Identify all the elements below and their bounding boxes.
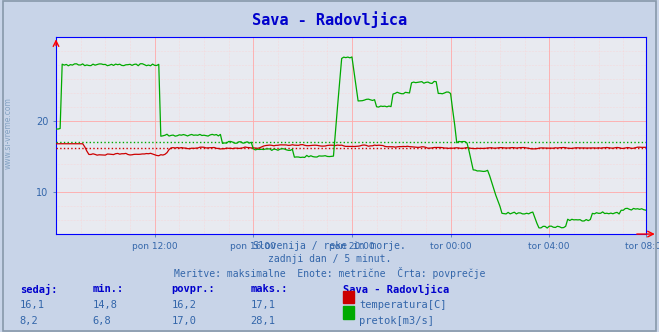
Text: 17,0: 17,0 xyxy=(171,316,196,326)
Text: sedaj:: sedaj: xyxy=(20,284,57,295)
Text: temperatura[C]: temperatura[C] xyxy=(359,300,447,310)
Text: Meritve: maksimalne  Enote: metrične  Črta: povprečje: Meritve: maksimalne Enote: metrične Črta… xyxy=(174,267,485,279)
Text: Sava - Radovljica: Sava - Radovljica xyxy=(252,12,407,29)
Text: 16,2: 16,2 xyxy=(171,300,196,310)
Text: 17,1: 17,1 xyxy=(250,300,275,310)
Text: povpr.:: povpr.: xyxy=(171,284,215,294)
Text: Sava - Radovljica: Sava - Radovljica xyxy=(343,284,449,295)
Text: min.:: min.: xyxy=(92,284,123,294)
Text: pretok[m3/s]: pretok[m3/s] xyxy=(359,316,434,326)
Text: maks.:: maks.: xyxy=(250,284,288,294)
Text: Slovenija / reke in morje.: Slovenija / reke in morje. xyxy=(253,241,406,251)
Text: www.si-vreme.com: www.si-vreme.com xyxy=(4,97,13,169)
Text: 14,8: 14,8 xyxy=(92,300,117,310)
Text: 6,8: 6,8 xyxy=(92,316,111,326)
Text: zadnji dan / 5 minut.: zadnji dan / 5 minut. xyxy=(268,254,391,264)
Text: 16,1: 16,1 xyxy=(20,300,45,310)
Text: 8,2: 8,2 xyxy=(20,316,38,326)
Text: 28,1: 28,1 xyxy=(250,316,275,326)
